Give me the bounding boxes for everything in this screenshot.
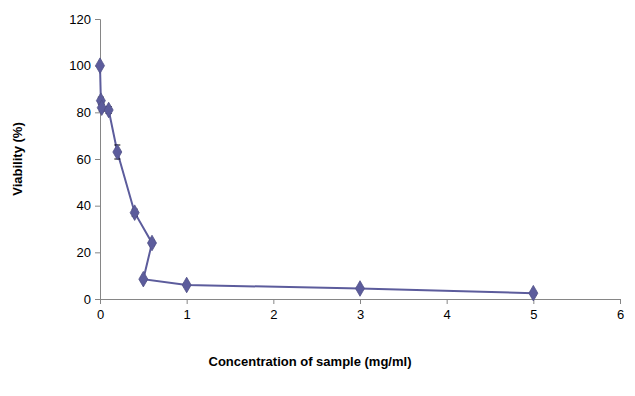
x-tick: 6 [617, 299, 624, 322]
y-tick-label: 60 [77, 152, 91, 167]
point [529, 285, 538, 301]
y-tick-label: 40 [77, 198, 91, 213]
point [104, 102, 113, 118]
x-axis: 0 1 2 3 4 5 6 [97, 299, 624, 322]
series-line [100, 66, 533, 294]
point [96, 58, 105, 74]
x-tick-label: 4 [444, 307, 451, 322]
x-tick-label: 5 [530, 307, 537, 322]
y-tick: 20 [77, 245, 100, 260]
y-tick-mark [95, 159, 100, 160]
x-tick-mark [360, 299, 361, 304]
point [113, 144, 122, 160]
y-tick-mark [95, 206, 100, 207]
y-axis-title: Viability (%) [10, 122, 25, 195]
x-tick-label: 2 [270, 307, 277, 322]
y-axis: 0 20 40 60 80 100 120 [69, 12, 100, 307]
y-tick-mark [95, 112, 100, 113]
x-tick: 4 [444, 299, 451, 322]
x-tick-label: 0 [97, 307, 104, 322]
y-tick: 60 [77, 152, 100, 167]
y-tick: 40 [77, 198, 100, 213]
y-tick-mark [95, 19, 100, 20]
x-axis-title: Concentration of sample (mg/ml) [209, 354, 412, 369]
x-tick-label: 1 [184, 307, 191, 322]
x-tick-mark [273, 299, 274, 304]
point [130, 205, 139, 221]
x-tick: 5 [530, 299, 537, 322]
y-tick-label: 100 [69, 58, 91, 73]
x-tick: 3 [357, 299, 364, 322]
x-tick-label: 3 [357, 307, 364, 322]
y-tick-label: 80 [77, 105, 91, 120]
point [182, 277, 191, 293]
point [356, 281, 365, 297]
y-tick-label: 120 [69, 12, 91, 27]
x-axis-line [101, 300, 621, 305]
point [97, 100, 106, 116]
y-tick-mark [95, 299, 100, 300]
x-tick-mark [447, 299, 448, 304]
data [96, 58, 538, 301]
x-tick: 2 [270, 299, 277, 322]
y-tick-mark [95, 252, 100, 253]
chart: 0123456020406080100120Concentration of s… [0, 0, 635, 396]
y-tick-label: 20 [77, 245, 91, 260]
x-tick: 1 [184, 299, 191, 322]
x-tick-mark [187, 299, 188, 304]
y-tick-label: 0 [84, 292, 91, 307]
plot: 0123456020406080100120 [69, 12, 624, 322]
y-tick: 80 [77, 105, 100, 120]
x-tick-mark [620, 299, 621, 304]
point [139, 271, 148, 287]
x-tick-label: 6 [617, 307, 624, 322]
y-tick: 120 [69, 12, 100, 27]
y-tick: 0 [84, 292, 100, 307]
x-tick: 0 [97, 299, 104, 322]
point [148, 235, 157, 251]
